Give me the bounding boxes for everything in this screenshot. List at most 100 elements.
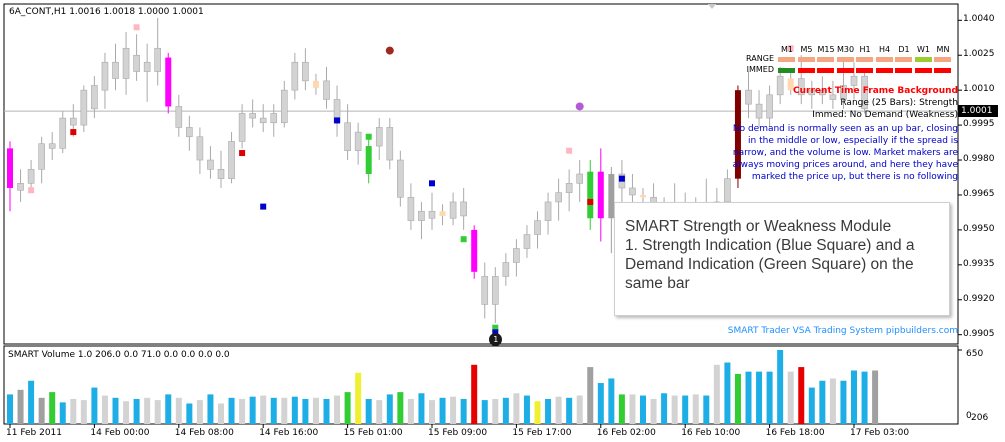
indicator-square bbox=[587, 198, 594, 205]
time-axis-tick-label: 15 Feb 01:00 bbox=[343, 428, 403, 438]
time-axis-tick-label: 14 Feb 00:00 bbox=[90, 428, 150, 438]
candle-body bbox=[502, 262, 510, 277]
time-axis-tick-label: 15 Feb 17:00 bbox=[512, 428, 572, 438]
volume-bar bbox=[196, 400, 203, 424]
candle-body bbox=[481, 276, 489, 305]
candle-body bbox=[608, 174, 615, 219]
mtf-timeframe-label: M30 bbox=[836, 45, 855, 54]
volume-bar bbox=[344, 392, 351, 424]
volume-bar bbox=[165, 394, 172, 424]
candle-body bbox=[544, 201, 552, 221]
volume-bar bbox=[80, 400, 87, 424]
volume-bar bbox=[154, 400, 161, 424]
price-axis-tick-label: 0.9950 bbox=[963, 223, 995, 234]
price-panel-frame bbox=[3, 3, 959, 345]
candle-body bbox=[312, 80, 319, 88]
volume-bar bbox=[323, 398, 330, 424]
info-panel-immed: Immed: No Demand (Weakness) bbox=[812, 110, 958, 120]
candle-body bbox=[534, 220, 541, 235]
smart-module-text: SMART Strength or Weakness Module 1. Str… bbox=[625, 217, 915, 293]
time-axis-tick-label: 14 Feb 08:00 bbox=[174, 428, 234, 438]
volume-bar bbox=[861, 371, 868, 424]
volume-bar bbox=[70, 398, 77, 424]
volume-bar bbox=[471, 364, 478, 424]
smart-module-line: same bar bbox=[625, 275, 690, 292]
candle-body bbox=[555, 192, 562, 203]
indicator-square bbox=[365, 133, 372, 140]
indicator-square bbox=[133, 24, 140, 31]
info-panel-description: No demand is normally seen as an up bar,… bbox=[732, 124, 958, 182]
indicator-square bbox=[70, 129, 77, 136]
price-axis-tick-label: 1.0010 bbox=[963, 84, 995, 95]
volume-bar bbox=[439, 397, 446, 424]
mtf-status-cell bbox=[914, 68, 932, 73]
mtf-status-cell bbox=[778, 57, 795, 62]
event-marker[interactable]: 1 bbox=[489, 333, 503, 346]
volume-bar bbox=[734, 373, 741, 424]
mtf-status-cell bbox=[934, 57, 951, 62]
volume-bar bbox=[587, 367, 594, 424]
candle-body bbox=[597, 171, 604, 219]
candle-body bbox=[513, 248, 520, 263]
volume-bar bbox=[239, 398, 246, 424]
footer-brand[interactable]: SMART Trader VSA Trading System pipbuild… bbox=[727, 326, 958, 336]
volume-bar bbox=[175, 397, 182, 424]
chart-symbol-line: 6A_CONT,H1 1.0016 1.0018 1.0000 1.0001 bbox=[9, 7, 204, 17]
volume-bar bbox=[270, 397, 277, 424]
indicator-square bbox=[787, 45, 794, 52]
current-price-tag: 1.0001 bbox=[958, 105, 998, 118]
volume-bar bbox=[787, 371, 794, 424]
candle-body bbox=[587, 171, 594, 219]
volume-bar bbox=[101, 395, 108, 424]
candle-body bbox=[59, 117, 67, 149]
volume-bar bbox=[302, 398, 309, 424]
volume-bar bbox=[207, 394, 214, 424]
candle-body bbox=[407, 196, 415, 221]
price-axis-tick-label: 1.0025 bbox=[963, 49, 995, 60]
mtf-status-cell bbox=[797, 68, 815, 73]
candle-body bbox=[471, 229, 478, 272]
candle-body bbox=[439, 211, 446, 216]
candle-body bbox=[449, 201, 457, 219]
volume-bar bbox=[872, 370, 879, 424]
candle-body bbox=[238, 113, 246, 142]
candle-body bbox=[207, 159, 214, 170]
indicator-square bbox=[260, 203, 267, 210]
time-axis-tick-label: 16 Feb 18:00 bbox=[765, 428, 825, 438]
volume-bar bbox=[228, 397, 235, 424]
mtf-status-cell bbox=[856, 57, 873, 62]
volume-bar bbox=[7, 394, 13, 424]
candle-body bbox=[428, 210, 436, 219]
volume-bar bbox=[397, 392, 404, 424]
mtf-status-cell bbox=[895, 57, 912, 62]
candle-body bbox=[491, 276, 499, 305]
volume-bar bbox=[608, 378, 615, 424]
mtf-status-cell bbox=[875, 68, 893, 73]
candle-body bbox=[397, 159, 404, 198]
volume-bar bbox=[260, 395, 267, 424]
candle-body bbox=[217, 169, 225, 179]
smart-module-line: SMART Strength or Weakness Module bbox=[625, 218, 892, 235]
volume-bar bbox=[59, 402, 66, 424]
volume-bar bbox=[133, 398, 140, 424]
candle-body bbox=[386, 127, 394, 161]
volume-bar bbox=[291, 396, 298, 424]
volume-bar bbox=[460, 398, 467, 424]
candle-body bbox=[724, 178, 731, 203]
candle-body bbox=[175, 106, 183, 128]
time-axis-tick-label: 14 Feb 16:00 bbox=[259, 428, 319, 438]
price-axis-tick-label: 0.9995 bbox=[963, 119, 995, 130]
mtf-status-cell bbox=[914, 57, 932, 62]
candle-body bbox=[840, 85, 847, 100]
info-panel-range: Range (25 Bars): Strength bbox=[840, 98, 958, 108]
volume-bar bbox=[481, 400, 488, 424]
mtf-status-cell bbox=[875, 57, 893, 62]
candle-body bbox=[797, 78, 805, 96]
candle-body bbox=[850, 75, 858, 86]
indicator-dot bbox=[575, 102, 584, 111]
volume-bar bbox=[523, 395, 530, 424]
candle-body bbox=[270, 113, 278, 124]
indicator-square bbox=[492, 329, 499, 336]
price-axis-tick-label: 0.9935 bbox=[963, 258, 995, 269]
volume-axis-tick: 650 bbox=[966, 349, 984, 359]
